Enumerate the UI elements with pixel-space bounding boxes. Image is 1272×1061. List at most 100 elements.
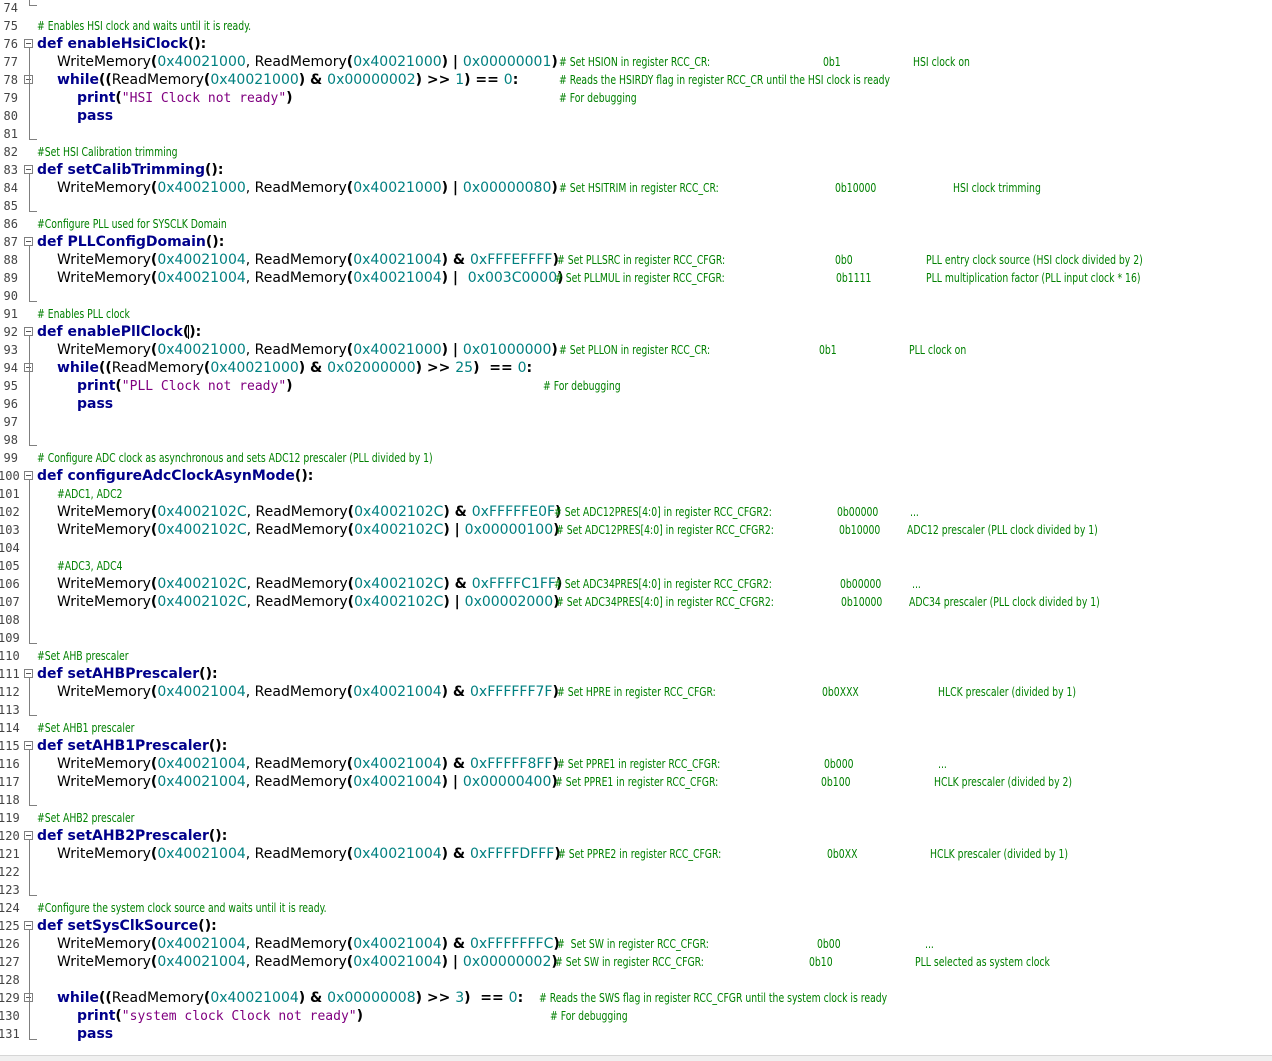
operator-token: & bbox=[305, 360, 328, 376]
code-line[interactable]: 109 bbox=[0, 629, 1272, 647]
code-line[interactable]: 110 #Set AHB prescaler bbox=[0, 647, 1272, 665]
line-number: 78 bbox=[3, 73, 18, 87]
code-line[interactable]: 128 bbox=[0, 971, 1272, 989]
code-line[interactable]: 122 bbox=[0, 863, 1272, 881]
number-token: 0x40021004 bbox=[157, 954, 246, 970]
code-line[interactable]: 84 WriteMemory(0x40021000, ReadMemory(0x4… bbox=[0, 179, 1272, 197]
number-token: 0x40021004 bbox=[157, 252, 246, 268]
code-line[interactable]: 99 # Configure ADC clock as asynchronous … bbox=[0, 449, 1272, 467]
fold-collapse-icon[interactable] bbox=[24, 75, 33, 84]
code-line[interactable]: 118 bbox=[0, 791, 1272, 809]
code-line[interactable]: 74 bbox=[0, 0, 1272, 17]
code-line[interactable]: 87 def PLLConfigDomain(): bbox=[0, 233, 1272, 251]
code-line[interactable]: 79 print("HSI Clock not ready") # For debu… bbox=[0, 89, 1272, 107]
code-line[interactable]: 121 WriteMemory(0x40021004, ReadMemory(0x… bbox=[0, 845, 1272, 863]
code-line[interactable]: 114 #Set AHB1 prescaler bbox=[0, 719, 1272, 737]
code-token: WriteMemory bbox=[57, 270, 151, 286]
code-line[interactable]: 120 def setAHB2Prescaler(): bbox=[0, 827, 1272, 845]
fold-collapse-icon[interactable] bbox=[24, 165, 33, 174]
code-line[interactable]: 106 WriteMemory(0x4002102C, ReadMemory(0x… bbox=[0, 575, 1272, 593]
code-line[interactable]: 125 def setSysClkSource(): bbox=[0, 917, 1272, 935]
number-token: 0x4002102C bbox=[354, 594, 444, 610]
number-token: 0 bbox=[517, 360, 527, 376]
number-token: 0x4002102C bbox=[157, 576, 247, 592]
code-line[interactable]: 89 WriteMemory(0x40021004, ReadMemory(0x4… bbox=[0, 269, 1272, 287]
horizontal-scrollbar[interactable] bbox=[0, 1055, 1272, 1061]
fold-collapse-icon[interactable] bbox=[24, 993, 33, 1002]
code-line[interactable]: 103 WriteMemory(0x4002102C, ReadMemory(0x… bbox=[0, 521, 1272, 539]
code-line[interactable]: 98 bbox=[0, 431, 1272, 449]
code-line[interactable]: 119 #Set AHB2 prescaler bbox=[0, 809, 1272, 827]
code-line[interactable]: 107 WriteMemory(0x4002102C, ReadMemory(0x… bbox=[0, 593, 1272, 611]
code-line[interactable]: 113 bbox=[0, 701, 1272, 719]
code-line[interactable]: 94 while((ReadMemory(0x40021000) & 0x0200… bbox=[0, 359, 1272, 377]
code-token: (( bbox=[99, 990, 112, 1006]
code-line[interactable]: 78 while((ReadMemory(0x40021000) & 0x0000… bbox=[0, 71, 1272, 89]
code-token: ( bbox=[150, 180, 158, 196]
code-token: (): bbox=[198, 918, 217, 934]
operator-token: | bbox=[448, 54, 463, 70]
code-line[interactable]: 112 WriteMemory(0x40021004, ReadMemory(0x… bbox=[0, 683, 1272, 701]
fold-collapse-icon[interactable] bbox=[24, 831, 33, 840]
code-token: , ReadMemory bbox=[245, 954, 347, 970]
code-statement: WriteMemory(0x4002102C, ReadMemory(0x400… bbox=[57, 504, 561, 520]
code-token: ) bbox=[441, 684, 449, 700]
code-line[interactable]: 93 WriteMemory(0x40021000, ReadMemory(0x4… bbox=[0, 341, 1272, 359]
code-line[interactable]: 115 def setAHB1Prescaler(): bbox=[0, 737, 1272, 755]
code-line[interactable]: 123 bbox=[0, 881, 1272, 899]
code-line[interactable]: 81 bbox=[0, 125, 1272, 143]
code-line[interactable]: 102 WriteMemory(0x4002102C, ReadMemory(0x… bbox=[0, 503, 1272, 521]
code-line[interactable]: 80 pass bbox=[0, 107, 1272, 125]
code-line[interactable]: 91 # Enables PLL clock bbox=[0, 305, 1272, 323]
fold-collapse-icon[interactable] bbox=[24, 471, 33, 480]
number-token: 0xFFFFDFFF bbox=[470, 846, 555, 862]
code-comment: # Set HSITRIM in register RCC_CR: bbox=[559, 181, 719, 195]
code-statement: def setCalibTrimming(): bbox=[37, 162, 223, 178]
code-line[interactable]: 111 def setAHBPrescaler(): bbox=[0, 665, 1272, 683]
fold-collapse-icon[interactable] bbox=[24, 39, 33, 48]
code-line[interactable]: 86 #Configure PLL used for SYSCLK Domain bbox=[0, 215, 1272, 233]
code-token: ( bbox=[115, 1008, 122, 1024]
code-line[interactable]: 130 print("system clock Clock not ready")… bbox=[0, 1007, 1272, 1025]
code-line[interactable]: 126 WriteMemory(0x40021004, ReadMemory(0x… bbox=[0, 935, 1272, 953]
code-line[interactable]: 117 WriteMemory(0x40021004, ReadMemory(0x… bbox=[0, 773, 1272, 791]
code-line[interactable]: 83 def setCalibTrimming(): bbox=[0, 161, 1272, 179]
fold-collapse-icon[interactable] bbox=[24, 327, 33, 336]
number-token: 0x40021004 bbox=[353, 756, 442, 772]
code-comment: # Set HSION in register RCC_CR: bbox=[559, 55, 711, 69]
code-comment: 0b1111 bbox=[836, 271, 872, 285]
code-line[interactable]: 129 while((ReadMemory(0x40021004) & 0x000… bbox=[0, 989, 1272, 1007]
code-token: ( bbox=[115, 378, 122, 394]
code-line[interactable]: 75 # Enables HSI clock and waits until it… bbox=[0, 17, 1272, 35]
code-line[interactable]: 104 bbox=[0, 539, 1272, 557]
code-line[interactable]: 131 pass bbox=[0, 1025, 1272, 1043]
keyword-token: print bbox=[77, 90, 116, 106]
code-line[interactable]: 95 print("PLL Clock not ready") # For debu… bbox=[0, 377, 1272, 395]
fold-collapse-icon[interactable] bbox=[24, 921, 33, 930]
code-line[interactable]: 100 def configureAdcClockAsynMode(): bbox=[0, 467, 1272, 485]
fold-collapse-icon[interactable] bbox=[24, 237, 33, 246]
code-comment: # Set PLLSRC in register RCC_CFGR: bbox=[557, 253, 726, 267]
code-line[interactable]: 85 bbox=[0, 197, 1272, 215]
code-line[interactable]: 127 WriteMemory(0x40021004, ReadMemory(0x… bbox=[0, 953, 1272, 971]
code-line[interactable]: 108 bbox=[0, 611, 1272, 629]
fold-collapse-icon[interactable] bbox=[24, 741, 33, 750]
code-line[interactable]: 97 bbox=[0, 413, 1272, 431]
code-line[interactable]: 82 #Set HSI Calibration trimming bbox=[0, 143, 1272, 161]
code-line[interactable]: 77 WriteMemory(0x40021000, ReadMemory(0x4… bbox=[0, 53, 1272, 71]
code-line[interactable]: 116 WriteMemory(0x40021004, ReadMemory(0x… bbox=[0, 755, 1272, 773]
code-line[interactable]: 90 bbox=[0, 287, 1272, 305]
code-line[interactable]: 101 #ADC1, ADC2 bbox=[0, 485, 1272, 503]
number-token: 0x40021000 bbox=[210, 72, 299, 88]
fold-collapse-icon[interactable] bbox=[24, 363, 33, 372]
code-line[interactable]: 96 pass bbox=[0, 395, 1272, 413]
code-line[interactable]: 92 def enablePllClock(): bbox=[0, 323, 1272, 341]
code-line[interactable]: 105 #ADC3, ADC4 bbox=[0, 557, 1272, 575]
fold-collapse-icon[interactable] bbox=[24, 669, 33, 678]
operator-token: >> bbox=[422, 72, 456, 88]
code-line[interactable]: 76 def enableHsiClock(): bbox=[0, 35, 1272, 53]
code-line[interactable]: 88 WriteMemory(0x40021004, ReadMemory(0x4… bbox=[0, 251, 1272, 269]
code-token: ) bbox=[298, 990, 306, 1006]
code-line[interactable]: 124 #Configure the system clock source an… bbox=[0, 899, 1272, 917]
